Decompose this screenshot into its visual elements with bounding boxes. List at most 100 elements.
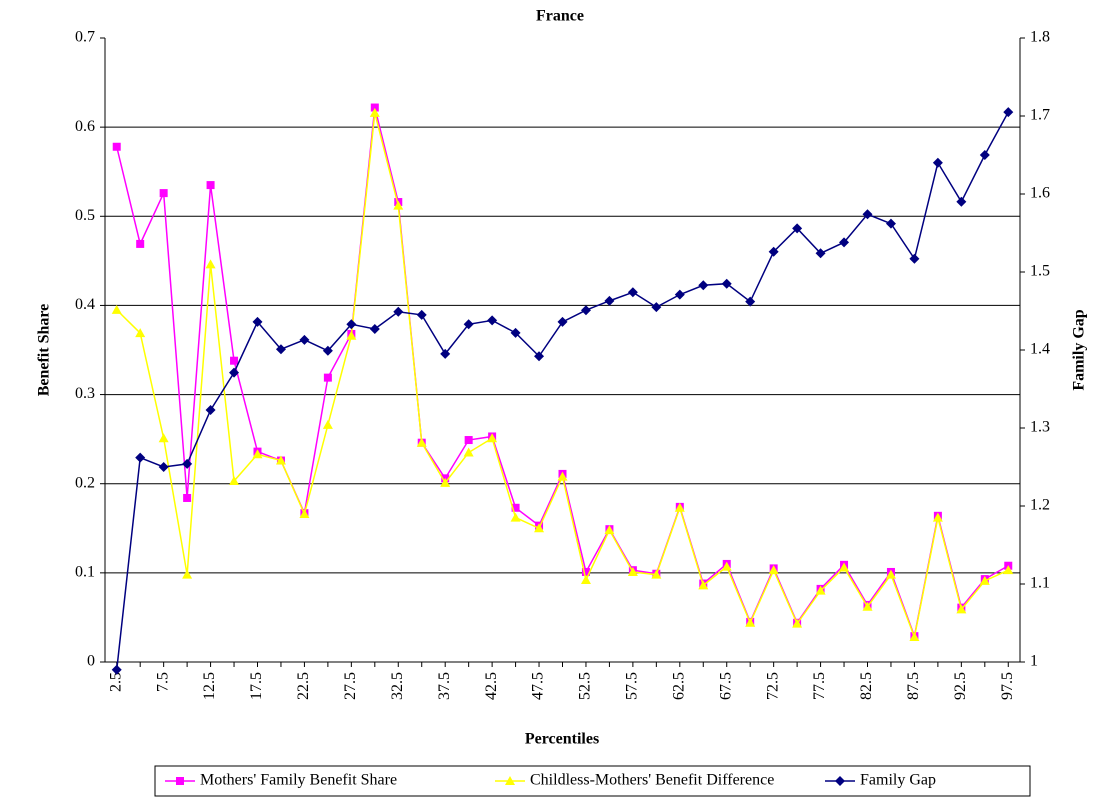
series-line [115,111,1009,670]
x-tick-label: 52.5 [577,672,594,700]
point [557,471,568,481]
point [464,436,473,445]
point [698,280,709,291]
point [1003,565,1014,575]
y-axis-label: Benefit Share [36,304,53,397]
point [604,295,615,306]
point [393,200,404,210]
point [159,189,168,198]
point [932,157,943,168]
y2-tick-label: 1.2 [1030,497,1050,514]
x-tick-label: 32.5 [389,672,406,700]
x-tick-label: 22.5 [295,672,312,700]
point [323,373,332,382]
point [135,452,146,463]
point [651,302,662,313]
point [136,239,145,248]
x-tick-label: 67.5 [717,672,734,700]
y-tick-label: 0.6 [75,118,95,135]
point [416,309,427,320]
chart-title: France [536,8,584,25]
point [275,344,286,355]
point [229,476,240,486]
point [909,632,920,642]
point [862,209,873,220]
x-tick-label: 62.5 [670,672,687,700]
point [275,455,286,465]
point [839,562,850,572]
point [956,196,967,207]
point [956,604,967,614]
y-tick-label: 0.5 [75,207,95,224]
point [440,477,451,487]
point [112,142,121,151]
y-tick-label: 0.1 [75,564,95,581]
point [463,319,474,330]
point [862,601,873,611]
x-axis-label: Percentiles [525,731,599,748]
point [158,462,169,472]
x-tick-label: 47.5 [530,672,547,700]
x-tick-label: 37.5 [436,672,453,700]
series-line [116,112,1009,640]
y-tick-label: 0.3 [75,385,95,402]
legend-label: Mothers' Family Benefit Share [200,772,397,789]
point [511,503,520,512]
point [369,107,380,117]
point [252,316,263,327]
legend-box [154,765,1031,797]
x-tick-label: 82.5 [858,672,875,700]
point [346,319,357,330]
y-tick-label: 0 [87,653,95,670]
point [885,569,896,579]
point [135,328,146,338]
point [721,278,732,289]
y-tick-label: 0.2 [75,474,95,491]
point [557,316,568,327]
point [815,248,826,259]
legend-marker [176,777,184,785]
point [299,509,310,519]
point [463,447,474,457]
x-tick-label: 17.5 [248,672,265,700]
point [534,351,545,362]
point [839,237,850,248]
point [932,512,943,522]
y2-tick-label: 1.7 [1030,107,1050,124]
y2-tick-label: 1 [1030,653,1038,670]
y-tick-label: 0.7 [75,29,95,46]
point [299,334,310,345]
point [745,617,756,627]
point [581,567,590,576]
point [768,246,779,257]
point [322,419,333,429]
point [346,330,357,340]
point [440,348,451,359]
point [229,367,240,378]
y-tick-label: 0.4 [75,296,95,313]
point [651,569,662,579]
point [252,449,263,459]
point [510,327,521,338]
point [627,287,638,298]
point [674,289,685,300]
y2-axis-label: Family Gap [1071,309,1088,390]
y2-tick-label: 1.8 [1030,29,1050,46]
x-tick-label: 27.5 [342,672,359,700]
point [627,566,638,576]
point [487,315,498,326]
point [604,525,615,535]
y2-tick-label: 1.5 [1030,263,1050,280]
point [510,512,521,522]
x-tick-label: 2.5 [107,672,124,692]
x-tick-label: 12.5 [201,672,218,700]
point [815,585,826,595]
y2-tick-label: 1.1 [1030,575,1050,592]
point [1003,107,1014,118]
point [393,306,404,317]
x-tick-label: 87.5 [905,672,922,700]
point [182,458,193,469]
point [322,345,333,356]
x-tick-label: 7.5 [154,672,171,692]
